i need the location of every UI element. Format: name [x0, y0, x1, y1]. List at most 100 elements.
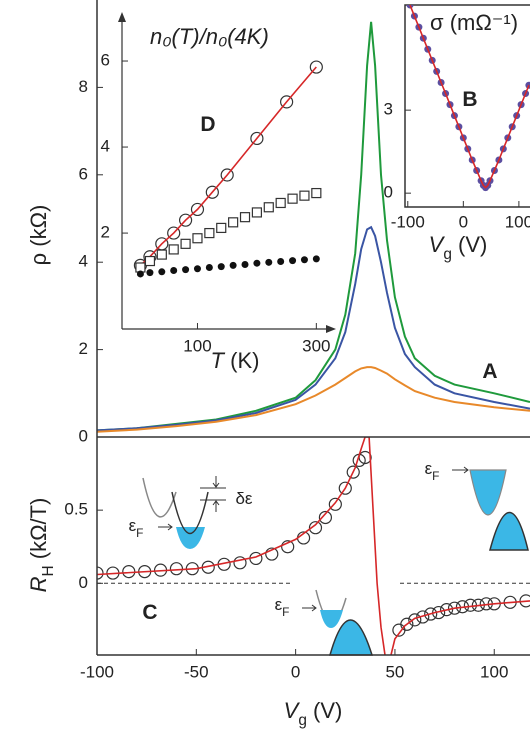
marker — [182, 266, 190, 274]
y-axis-label-part: (kΩ/T) — [26, 498, 51, 566]
marker — [253, 259, 261, 267]
marker — [424, 607, 438, 621]
panel-label: A — [482, 360, 497, 383]
panel-label: B — [462, 88, 477, 111]
arrow — [452, 466, 469, 474]
x-axis-label: Vg (V) — [284, 698, 343, 729]
arrow — [158, 523, 173, 531]
marker — [287, 193, 298, 204]
y-axis-label-part: ρ (kΩ) — [26, 205, 51, 266]
y-tick-label: 4 — [79, 252, 88, 271]
panel-label: C — [142, 601, 157, 624]
annotation-part: ε — [275, 595, 283, 614]
marker — [178, 213, 193, 227]
marker — [144, 255, 156, 267]
annotation-part: F — [282, 605, 289, 619]
marker — [346, 465, 360, 479]
marker — [239, 212, 251, 223]
y-tick-label: 0 — [79, 573, 88, 592]
band-fill — [176, 527, 205, 549]
marker — [170, 267, 178, 275]
x-tick-label: 100 — [480, 662, 508, 681]
marker — [220, 168, 234, 182]
marker — [167, 226, 181, 240]
plot-area — [97, 21, 530, 433]
marker — [519, 594, 530, 608]
y-tick-label: 6 — [101, 51, 110, 70]
arrow — [302, 604, 317, 612]
y-tick-label: 0 — [79, 426, 88, 445]
panel-label-part: B — [462, 88, 477, 111]
marker — [251, 207, 263, 218]
panel-label-part: A — [482, 360, 497, 383]
y-tick-label: 0.5 — [64, 500, 88, 519]
marker — [250, 131, 264, 146]
x-axis-label-part: g — [298, 712, 307, 729]
frame — [96, 0, 530, 656]
series-line — [409, 5, 530, 189]
marker — [328, 497, 342, 511]
y-tick-label: 2 — [101, 223, 110, 242]
inset-title: σ (mΩ⁻¹) — [430, 10, 518, 35]
band-left — [469, 469, 507, 516]
y-tick-label: 2 — [79, 339, 88, 358]
marker — [280, 95, 294, 109]
marker — [299, 190, 310, 201]
x-axis-label: T (K) — [211, 348, 260, 373]
x-axis-label-part: T — [211, 348, 226, 373]
y-tick-label: 3 — [384, 100, 393, 119]
x-tick-label: 0 — [291, 662, 300, 681]
marker — [311, 187, 322, 199]
marker — [193, 265, 201, 273]
marker — [275, 197, 286, 209]
marker — [416, 610, 430, 624]
marker — [180, 238, 191, 249]
panel-label-part: C — [142, 601, 157, 624]
marker — [97, 566, 104, 580]
x-axis-label-part: V — [429, 232, 446, 257]
marker — [281, 540, 295, 554]
plot-area — [133, 60, 323, 278]
annotation: εF — [275, 595, 290, 619]
x-tick-label: -50 — [184, 662, 209, 681]
marker — [136, 270, 144, 278]
marker — [229, 261, 237, 269]
plot-area — [97, 437, 530, 655]
marker — [228, 217, 239, 228]
y-tick-label: 8 — [79, 77, 88, 96]
marker — [265, 258, 273, 266]
y-axis-label-part: H — [40, 565, 57, 576]
marker — [318, 510, 333, 525]
panel-d: 2 4 6 100 300 n₀(T)/n₀(4K) D T (K) — [101, 12, 338, 373]
marker — [190, 202, 205, 217]
marker — [241, 260, 249, 268]
y-axis-label-part: R — [26, 576, 51, 592]
marker — [192, 233, 203, 244]
marker — [312, 255, 320, 263]
x-axis-label-part: V — [284, 698, 301, 723]
marker — [233, 556, 247, 570]
x-tick-label: 300 — [302, 336, 330, 355]
x-axis-label-part: (K) — [224, 348, 259, 373]
inset-title: n₀(T)/n₀(4K) — [150, 24, 269, 49]
marker — [156, 249, 167, 260]
annotation-part: ε — [129, 516, 137, 535]
marker — [338, 481, 352, 495]
marker — [146, 269, 154, 277]
marker — [289, 257, 297, 265]
marker — [205, 263, 213, 271]
marker — [439, 603, 454, 617]
y-tick-label: 0 — [384, 183, 393, 202]
y-tick-label: 6 — [79, 164, 88, 183]
inset-title-part: σ (mΩ⁻¹) — [430, 10, 518, 35]
x-tick-label: -100 — [391, 212, 425, 231]
series-line — [97, 437, 530, 655]
series-line — [97, 366, 530, 433]
x-axis-label-part: g — [443, 246, 452, 263]
x-tick-label: 100 — [505, 212, 530, 231]
annotation-part: δε — [235, 489, 252, 508]
